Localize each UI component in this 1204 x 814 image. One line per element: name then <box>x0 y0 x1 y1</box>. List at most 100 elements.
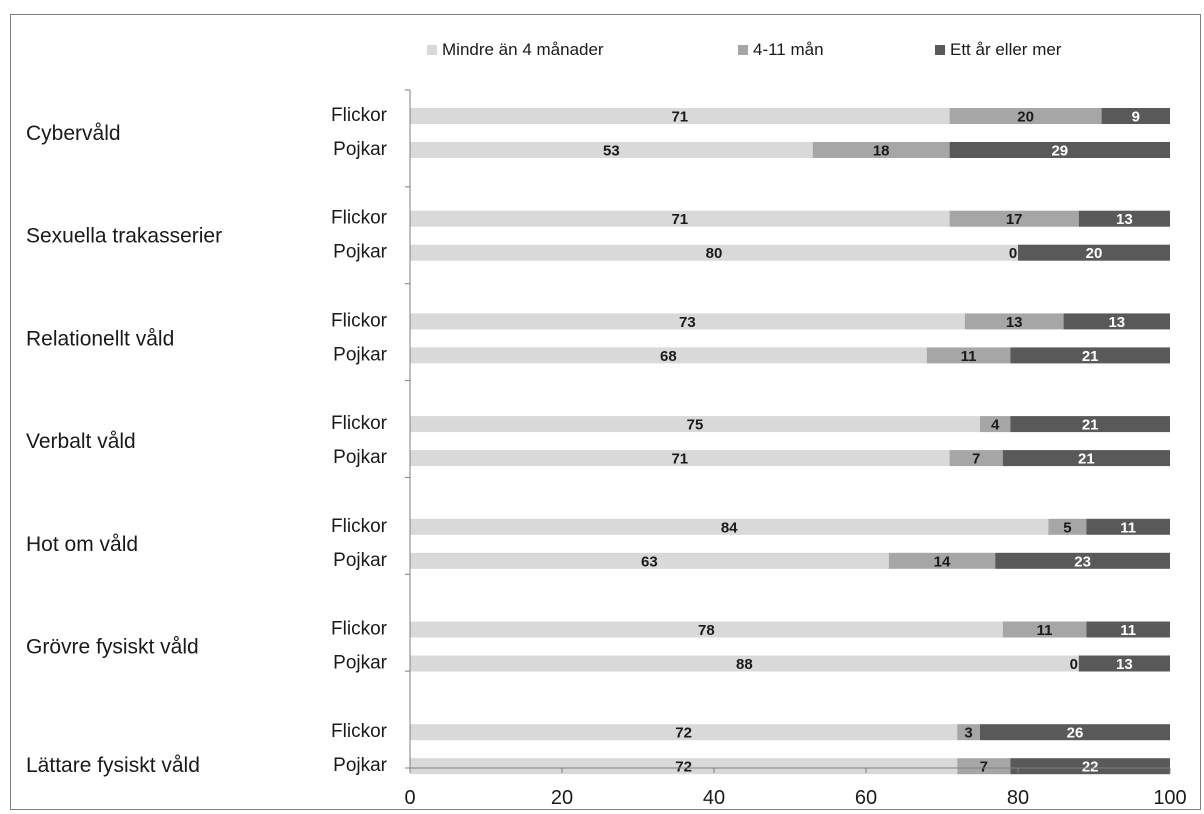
bar-segment-lattare-fysiskt-vald-flickor-ett-ar-eller-mer <box>980 724 1170 741</box>
data-label-verbalt-vald-pojkar-4-11-man: 7 <box>972 451 980 468</box>
bar-segment-lattare-fysiskt-vald-pojkar-mindre-an-4-manader <box>410 758 958 775</box>
category-label-cybervald: Cybervåld <box>26 122 121 145</box>
category-label-relationellt-vald: Relationellt våld <box>26 327 174 350</box>
data-label-hot-om-vald-flickor-ett-ar-eller-mer: 11 <box>1120 519 1136 536</box>
data-label-hot-om-vald-flickor-4-11-man: 5 <box>1063 519 1071 536</box>
bar-segment-sexuella-trakasserier-pojkar-mindre-an-4-manader <box>410 244 1018 261</box>
bar-segment-hot-om-vald-pojkar-mindre-an-4-manader <box>410 552 889 569</box>
data-label-lattare-fysiskt-vald-flickor-4-11-man: 3 <box>964 725 972 742</box>
bar-label-flickor: Flickor <box>331 619 388 640</box>
data-label-verbalt-vald-flickor-ett-ar-eller-mer: 21 <box>1082 417 1099 434</box>
bar-segment-lattare-fysiskt-vald-flickor-4-11-man <box>957 724 980 741</box>
data-label-grovre-fysiskt-vald-flickor-mindre-an-4-manader: 78 <box>698 622 715 639</box>
data-label-relationellt-vald-flickor-mindre-an-4-manader: 73 <box>679 314 696 331</box>
bar-segment-grovre-fysiskt-vald-flickor-ett-ar-eller-mer <box>1086 621 1170 638</box>
bar-label-flickor: Flickor <box>331 208 388 229</box>
chart-frame <box>10 14 1201 810</box>
data-label-lattare-fysiskt-vald-pojkar-mindre-an-4-manader: 72 <box>675 759 692 776</box>
data-label-lattare-fysiskt-vald-pojkar-ett-ar-eller-mer: 22 <box>1082 759 1099 776</box>
bar-segment-sexuella-trakasserier-flickor-mindre-an-4-manader <box>410 210 950 227</box>
bar-segment-cybervald-pojkar-4-11-man <box>812 142 950 158</box>
bar-segment-cybervald-pojkar-ett-ar-eller-mer <box>949 142 1170 158</box>
bar-label-flickor: Flickor <box>331 516 388 537</box>
bar-label-flickor: Flickor <box>331 310 388 331</box>
bar-segment-hot-om-vald-pojkar-4-11-man <box>888 552 996 569</box>
x-tick-label-40: 40 <box>703 787 725 809</box>
bar-segment-sexuella-trakasserier-flickor-ett-ar-eller-mer <box>1078 210 1170 227</box>
bar-segment-verbalt-vald-pojkar-4-11-man <box>949 450 1003 467</box>
bar-segment-verbalt-vald-pojkar-mindre-an-4-manader <box>410 450 950 467</box>
data-label-grovre-fysiskt-vald-flickor-ett-ar-eller-mer: 11 <box>1120 622 1136 639</box>
bar-label-flickor: Flickor <box>331 721 388 742</box>
data-label-sexuella-trakasserier-flickor-mindre-an-4-manader: 71 <box>671 211 688 228</box>
bar-segment-cybervald-flickor-4-11-man <box>949 108 1102 124</box>
legend-label-ett-ar-eller-mer: Ett år eller mer <box>950 40 1062 59</box>
category-label-verbalt-vald: Verbalt våld <box>26 430 136 453</box>
data-label-cybervald-flickor-mindre-an-4-manader: 71 <box>671 109 688 126</box>
data-label-hot-om-vald-pojkar-4-11-man: 14 <box>934 553 951 570</box>
bar-segment-hot-om-vald-flickor-4-11-man <box>1048 518 1087 535</box>
data-label-sexuella-trakasserier-pojkar-4-11-man: 0 <box>1009 245 1017 262</box>
data-label-relationellt-vald-pojkar-mindre-an-4-manader: 68 <box>660 348 677 365</box>
bar-segment-relationellt-vald-pojkar-4-11-man <box>926 347 1011 364</box>
bar-segment-grovre-fysiskt-vald-flickor-4-11-man <box>1002 621 1087 638</box>
bar-segment-grovre-fysiskt-vald-pojkar-mindre-an-4-manader <box>410 655 1079 672</box>
data-label-cybervald-pojkar-mindre-an-4-manader: 53 <box>603 143 620 160</box>
bar-segment-grovre-fysiskt-vald-pojkar-ett-ar-eller-mer <box>1078 655 1170 672</box>
data-label-sexuella-trakasserier-pojkar-mindre-an-4-manader: 80 <box>706 245 723 262</box>
data-label-relationellt-vald-pojkar-4-11-man: 11 <box>961 348 977 365</box>
bar-label-pojkar: Pojkar <box>333 344 388 365</box>
x-tick-label-0: 0 <box>404 787 415 809</box>
bar-segment-verbalt-vald-flickor-mindre-an-4-manader <box>410 416 980 433</box>
category-label-grovre-fysiskt-vald: Grövre fysiskt våld <box>26 636 199 659</box>
bar-label-flickor: Flickor <box>331 413 388 434</box>
legend-swatch-4-11-man <box>738 45 748 55</box>
data-label-verbalt-vald-pojkar-mindre-an-4-manader: 71 <box>671 451 688 468</box>
bar-segment-hot-om-vald-pojkar-ett-ar-eller-mer <box>995 552 1170 569</box>
legend-swatch-ett-ar-eller-mer <box>935 45 945 55</box>
data-label-lattare-fysiskt-vald-flickor-ett-ar-eller-mer: 26 <box>1067 725 1084 742</box>
bar-segment-lattare-fysiskt-vald-flickor-mindre-an-4-manader <box>410 724 958 741</box>
bar-segment-cybervald-pojkar-mindre-an-4-manader <box>410 142 813 158</box>
data-label-cybervald-flickor-ett-ar-eller-mer: 9 <box>1132 109 1140 126</box>
category-labels: Cybervåld Flickor Pojkar Sexuella trakasser… <box>26 105 388 777</box>
data-label-lattare-fysiskt-vald-flickor-mindre-an-4-manader: 72 <box>675 725 692 742</box>
data-label-grovre-fysiskt-vald-pojkar-mindre-an-4-manader: 88 <box>736 656 753 673</box>
x-tick-label-60: 60 <box>855 787 877 809</box>
data-label-cybervald-flickor-4-11-man: 20 <box>1017 109 1034 126</box>
data-label-sexuella-trakasserier-flickor-4-11-man: 17 <box>1006 211 1023 228</box>
bar-segment-hot-om-vald-flickor-ett-ar-eller-mer <box>1086 518 1170 535</box>
bar-segment-verbalt-vald-flickor-ett-ar-eller-mer <box>1010 416 1170 433</box>
bar-label-pojkar: Pojkar <box>333 447 388 468</box>
bar-segment-relationellt-vald-pojkar-ett-ar-eller-mer <box>1010 347 1170 364</box>
category-label-sexuella-trakasserier: Sexuella trakasserier <box>26 225 222 248</box>
axes: 0 20 40 60 80 100 <box>404 89 1187 809</box>
bar-segment-relationellt-vald-flickor-mindre-an-4-manader <box>410 313 965 330</box>
data-label-cybervald-pojkar-4-11-man: 18 <box>873 143 890 160</box>
bar-segment-lattare-fysiskt-vald-pojkar-4-11-man <box>957 758 1011 775</box>
data-label-relationellt-vald-flickor-ett-ar-eller-mer: 13 <box>1108 314 1125 331</box>
data-label-verbalt-vald-pojkar-ett-ar-eller-mer: 21 <box>1078 451 1095 468</box>
bar-segment-verbalt-vald-flickor-4-11-man <box>980 416 1011 433</box>
bar-segment-sexuella-trakasserier-pojkar-ett-ar-eller-mer <box>1018 244 1170 261</box>
bar-segment-cybervald-flickor-ett-ar-eller-mer <box>1101 108 1170 124</box>
bar-label-flickor: Flickor <box>331 105 388 126</box>
data-label-verbalt-vald-flickor-mindre-an-4-manader: 75 <box>687 417 704 434</box>
legend-swatch-mindre-an-4-manader <box>427 45 437 55</box>
legend-label-4-11-man: 4-11 mån <box>753 40 824 59</box>
x-tick-label-100: 100 <box>1153 787 1186 809</box>
data-label-sexuella-trakasserier-pojkar-ett-ar-eller-mer: 20 <box>1086 245 1103 262</box>
legend-label-mindre-an-4-manader: Mindre än 4 månader <box>442 40 604 59</box>
bar-segment-lattare-fysiskt-vald-pojkar-ett-ar-eller-mer <box>1010 758 1170 775</box>
data-label-sexuella-trakasserier-flickor-ett-ar-eller-mer: 13 <box>1116 211 1133 228</box>
bar-segment-cybervald-flickor-mindre-an-4-manader <box>410 108 950 124</box>
data-label-hot-om-vald-flickor-mindre-an-4-manader: 84 <box>721 519 738 536</box>
bar-label-pojkar: Pojkar <box>333 755 388 776</box>
bar-label-pojkar: Pojkar <box>333 242 388 263</box>
bar-label-pojkar: Pojkar <box>333 550 388 571</box>
legend: Mindre än 4 månader 4-11 mån Ett år eller … <box>427 40 1062 59</box>
bar-label-pojkar: Pojkar <box>333 139 388 160</box>
